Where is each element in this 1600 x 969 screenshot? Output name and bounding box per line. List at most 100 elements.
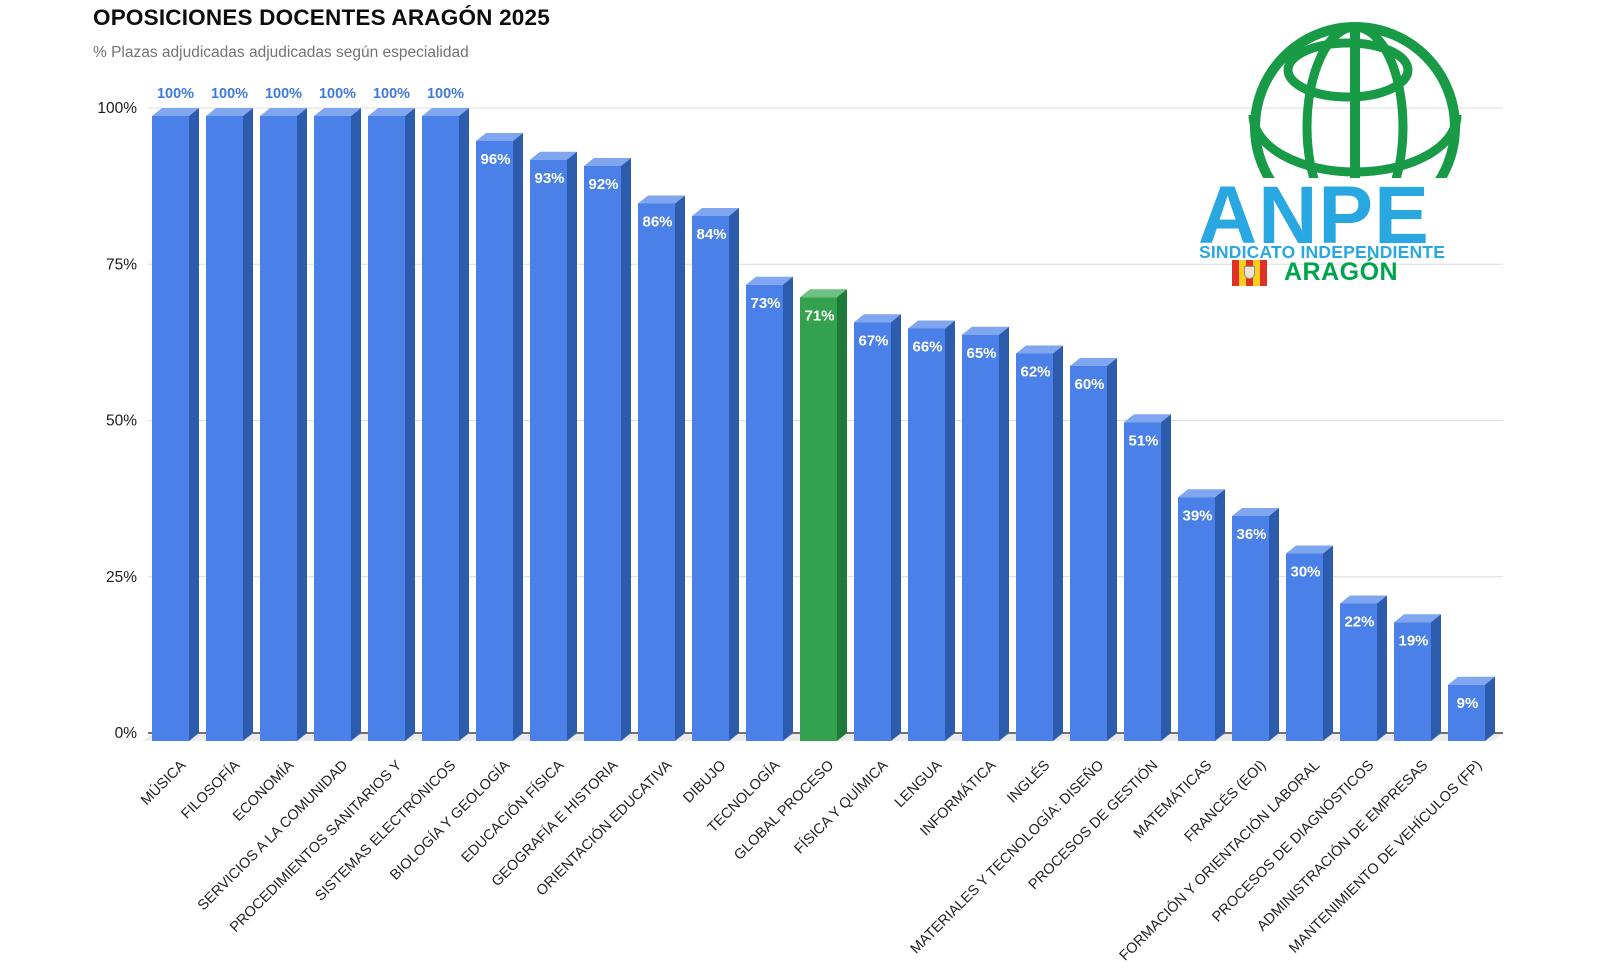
bar-side-MANTENIMIENTO DE VEHÍCULOS (FP) [1485,676,1495,741]
y-axis-tick-label: 25% [106,569,137,586]
bar-value-label: 100% [157,86,194,102]
bar-value-label: 100% [211,86,248,102]
bar-value-label: 93% [534,170,564,187]
x-axis-category-label: FORMACIÓN Y ORIENTACIÓN LABORAL [1116,757,1323,964]
bar-value-label: 62% [1020,364,1050,381]
bar-DIBUJO [692,216,729,741]
bar-TECNOLOGÍA [746,284,783,741]
bar-side-LENGUA [945,320,955,741]
bar-top-FORMACIÓN Y ORIENTACIÓN LABORAL [1286,545,1333,554]
bar-PROCEDIMIENTOS SANITARIOS Y [368,116,405,741]
bar-LENGUA [908,328,945,741]
bar-value-label: 71% [804,307,834,324]
bar-MATERIALES Y TECNOLOGÍA: DISEÑO [1070,366,1107,741]
bar-value-label: 9% [1457,695,1479,712]
logo-region-text: ARAGÓN [1284,258,1399,286]
bar-value-label: 100% [319,86,356,102]
bar-side-TECNOLOGÍA [783,276,793,741]
bar-FORMACIÓN Y ORIENTACIÓN LABORAL [1286,553,1323,741]
bar-top-FILOSOFÍA [206,108,253,116]
bar-side-ECONOMÍA [297,108,307,741]
bar-top-TECNOLOGÍA [746,276,793,285]
bar-value-label: 39% [1182,507,1212,524]
bar-side-BIOLOGÍA Y GEOLOGÍA [513,133,523,741]
bar-top-MANTENIMIENTO DE VEHÍCULOS (FP) [1448,676,1495,685]
bar-value-label: 51% [1128,432,1158,449]
bar-top-SERVICIOS A LA COMUNIDAD [314,108,361,116]
x-axis-category-label: LENGUA [892,757,946,811]
y-axis-tick-label: 75% [106,256,137,273]
bar-side-GEOGRAFÍA E HISTORIA [621,158,631,741]
bar-side-SERVICIOS A LA COMUNIDAD [351,108,361,741]
bar-top-SISTEMAS ELECTRÓNICOS [422,108,469,116]
bar-side-DIBUJO [729,208,739,741]
logo-brand-text: ANPE [1198,170,1430,261]
bar-GEOGRAFÍA E HISTORIA [584,166,621,741]
bar-EDUCACIÓN FÍSICA [530,159,567,741]
bar-side-GLOBAL PROCESO [837,289,847,741]
bar-side-FILOSOFÍA [243,108,253,741]
bar-top-PROCEDIMIENTOS SANITARIOS Y [368,108,415,116]
logo-region-row: ARAGÓN [1232,258,1398,287]
bar-top-PROCESOS DE DIAGNÓSTICOS [1340,595,1387,604]
bar-value-label: 67% [858,332,888,349]
bar-value-label: 100% [265,86,302,102]
bar-value-label: 60% [1074,376,1104,393]
x-axis-category-label: FÍSICA Y QUÍMICA [791,757,892,858]
bar-top-ADMINISTRACIÓN DE EMPRESAS [1394,614,1441,623]
anpe-logo: ANPE SINDICATO INDEPENDIENTE ARAGÓN [1180,10,1525,300]
bar-side-FÍSICA Y QUÍMICA [891,314,901,741]
bar-value-label: 100% [373,86,410,102]
bar-side-PROCEDIMIENTOS SANITARIOS Y [405,108,415,741]
x-axis-category-label: MATERIALES Y TECNOLOGÍA: DISEÑO [907,757,1107,957]
bar-INFORMÁTICA [962,334,999,741]
aragon-flag-icon [1232,259,1267,286]
bar-top-EDUCACIÓN FÍSICA [530,151,577,160]
bar-value-label: 66% [912,339,942,356]
bar-ORIENTACIÓN EDUCATIVA [638,203,675,741]
bar-top-MATEMÁTICAS [1178,489,1225,498]
bar-value-label: 22% [1344,614,1374,631]
bar-top-FÍSICA Y QUÍMICA [854,314,901,323]
bar-top-INGLÉS [1016,345,1063,354]
x-axis-category-label: GLOBAL PROCESO [731,758,837,864]
bar-side-MATEMÁTICAS [1215,489,1225,741]
bar-GLOBAL PROCESO [800,297,837,741]
bar-top-MATERIALES Y TECNOLOGÍA: DISEÑO [1070,358,1117,366]
bar-top-ECONOMÍA [260,108,307,116]
bar-BIOLOGÍA Y GEOLOGÍA [476,141,513,741]
x-axis-category-label: EDUCACIÓN FÍSICA [458,757,568,867]
bar-value-label: 96% [480,151,510,168]
chart-title: OPOSICIONES DOCENTES ARAGÓN 2025 [93,5,550,30]
bar-side-SISTEMAS ELECTRÓNICOS [459,108,469,741]
bar-MATEMÁTICAS [1178,497,1215,741]
y-axis-tick-label: 0% [115,725,138,742]
bar-MANTENIMIENTO DE VEHÍCULOS (FP) [1448,684,1485,741]
bar-top-MÚSICA [152,108,199,116]
x-axis-category-label: INGLÉS [1004,757,1054,807]
bar-MÚSICA [152,116,189,741]
bar-SERVICIOS A LA COMUNIDAD [314,116,351,741]
bar-side-ORIENTACIÓN EDUCATIVA [675,195,685,741]
bar-value-label: 84% [696,226,726,243]
x-axis-category-label: MANTENIMIENTO DE VEHÍCULOS (FP) [1286,757,1486,957]
bar-top-ORIENTACIÓN EDUCATIVA [638,195,685,204]
bar-value-label: 30% [1290,564,1320,581]
y-axis-tick-label: 50% [106,413,137,430]
bar-side-MÚSICA [189,108,199,741]
y-axis-tick-label: 100% [97,100,137,117]
bar-INGLÉS [1016,353,1053,741]
aragon-shield-icon [1244,266,1255,279]
bar-side-PROCESOS DE GESTIÓN [1161,414,1171,741]
bar-side-EDUCACIÓN FÍSICA [567,151,577,741]
bar-FÍSICA Y QUÍMICA [854,322,891,741]
chart-subtitle: % Plazas adjudicadas adjudicadas según e… [93,44,469,61]
x-axis-category-label: DIBUJO [680,758,729,807]
bar-side-ADMINISTRACIÓN DE EMPRESAS [1431,614,1441,741]
bar-ECONOMÍA [260,116,297,741]
bar-ADMINISTRACIÓN DE EMPRESAS [1394,622,1431,741]
bar-value-label: 100% [427,86,464,102]
bar-side-MATERIALES Y TECNOLOGÍA: DISEÑO [1107,358,1117,741]
